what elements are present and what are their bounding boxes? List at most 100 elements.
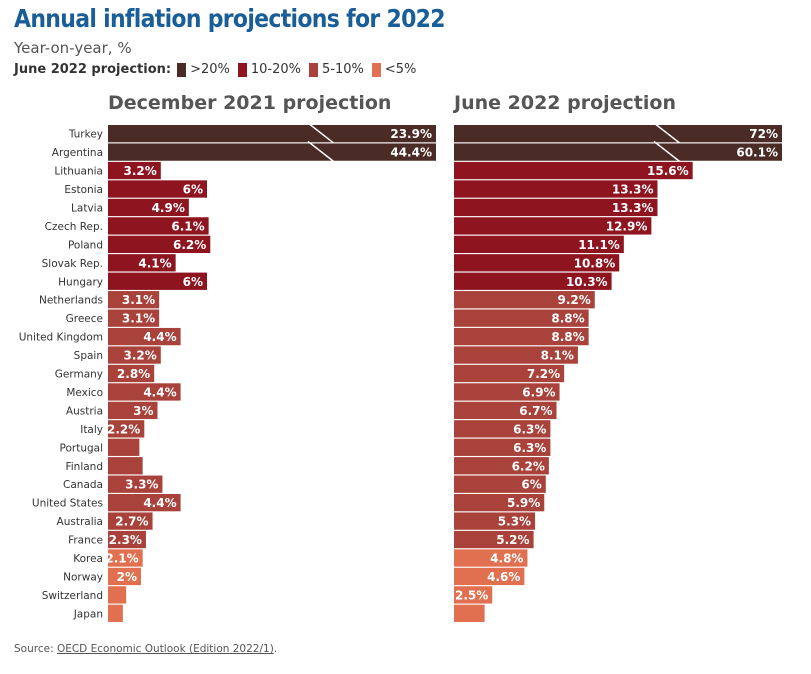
legend-label-lt5: <5% <box>384 62 417 77</box>
data-label-dec-czech-rep: 6.1% <box>171 219 204 233</box>
data-label-jun-france: 5.2% <box>496 533 529 547</box>
bar-jun-norway[interactable] <box>454 567 525 586</box>
legend-swatch-gt20 <box>177 62 187 77</box>
axis-break-dec-turkey <box>307 122 335 144</box>
bar-jun-slovak-rep[interactable] <box>454 254 620 272</box>
category-label-united-kingdom: United Kingdom <box>19 332 103 344</box>
data-label-jun-united-states: 5.9% <box>507 496 540 510</box>
source-prefix: Source: <box>14 643 57 655</box>
bar-jun-austria[interactable] <box>454 401 557 420</box>
category-label-korea: Korea <box>73 553 103 565</box>
bar-jun-poland[interactable] <box>454 235 624 253</box>
bar-jun-united-kingdom[interactable] <box>454 327 589 346</box>
bar-jun-greece[interactable] <box>454 309 589 327</box>
bar-dec-austria[interactable] <box>108 401 158 420</box>
legend: June 2022 projection: >20% 10-20% 5-10% … <box>14 62 424 77</box>
bar-jun-estonia[interactable] <box>454 180 658 198</box>
data-label-dec-italy: 2.2% <box>107 422 140 436</box>
category-label-austria: Austria <box>66 405 103 417</box>
data-label-dec-spain: 3.2% <box>124 349 157 363</box>
bar-dec-canada[interactable] <box>108 475 163 493</box>
bar-jun-canada[interactable] <box>454 475 546 493</box>
bar-jun-japan[interactable] <box>454 604 485 622</box>
bar-jun-united-states[interactable] <box>454 494 545 512</box>
bar-dec-turkey[interactable] <box>108 125 436 143</box>
bar-dec-spain[interactable] <box>108 346 161 364</box>
bar-jun-latvia[interactable] <box>454 198 658 217</box>
bar-jun-italy[interactable] <box>454 420 551 438</box>
bar-dec-finland[interactable] <box>108 457 143 475</box>
data-label-jun-switzerland: 2.5% <box>455 588 488 602</box>
category-label-latvia: Latvia <box>71 202 103 214</box>
bar-dec-latvia[interactable] <box>108 198 189 217</box>
bar-jun-finland[interactable] <box>454 457 549 475</box>
bar-jun-lithuania[interactable] <box>454 161 693 180</box>
bar-dec-japan[interactable] <box>108 604 123 622</box>
bar-dec-netherlands[interactable] <box>108 291 160 309</box>
bar-dec-united-kingdom[interactable] <box>108 327 181 346</box>
bar-jun-netherlands[interactable] <box>454 291 595 309</box>
legend-entry-10-20[interactable]: 10-20% <box>237 62 301 77</box>
data-label-dec-turkey: 23.9% <box>390 127 432 141</box>
data-label-jun-mexico: 6.9% <box>522 385 555 399</box>
data-label-dec-argentina: 44.4% <box>390 146 432 160</box>
data-label-dec-estonia: 6% <box>183 183 203 197</box>
data-label-jun-korea: 4.8% <box>490 552 523 566</box>
data-label-jun-turkey: 72% <box>749 127 778 141</box>
bar-jun-argentina[interactable] <box>454 143 782 161</box>
bar-dec-australia[interactable] <box>108 512 153 530</box>
data-label-dec-lithuania: 3.2% <box>124 164 157 178</box>
series-december-2021: 23.9% 44.4% 3.2% 6% 4.9% 6.1% 6.2%4.1% 6% 3.1% 3.… <box>105 122 436 622</box>
axis-break-dec-argentina <box>307 140 335 163</box>
source-suffix: . <box>273 643 278 655</box>
category-label-australia: Australia <box>57 516 103 528</box>
data-label-jun-canada: 6% <box>521 478 541 492</box>
category-label-netherlands: Netherlands <box>39 295 103 307</box>
bar-dec-france[interactable] <box>108 530 146 549</box>
bar-dec-lithuania[interactable] <box>108 161 161 180</box>
bar-dec-slovak-rep[interactable] <box>108 254 176 272</box>
bar-jun-portugal[interactable] <box>454 438 551 456</box>
category-label-united-states: United States <box>32 498 103 510</box>
bar-jun-korea[interactable] <box>454 549 528 567</box>
bar-dec-argentina[interactable] <box>108 143 436 161</box>
bar-dec-poland[interactable] <box>108 235 211 253</box>
bar-dec-italy[interactable] <box>108 420 145 438</box>
legend-title: June 2022 projection: <box>14 62 172 77</box>
bar-jun-spain[interactable] <box>454 346 578 364</box>
bar-dec-norway[interactable] <box>108 567 141 586</box>
bar-dec-united-states[interactable] <box>108 494 181 512</box>
bar-jun-germany[interactable] <box>454 364 565 383</box>
bar-dec-korea[interactable] <box>108 549 143 567</box>
legend-entry-gt20[interactable]: >20% <box>177 62 230 77</box>
legend-label-5-10: 5-10% <box>322 62 364 77</box>
bar-jun-czech-rep[interactable] <box>454 217 652 235</box>
category-label-france: France <box>68 535 103 547</box>
bar-jun-turkey[interactable] <box>454 125 782 143</box>
data-label-dec-canada: 3.3% <box>125 478 158 492</box>
data-label-jun-austria: 6.7% <box>519 404 552 418</box>
data-label-jun-united-kingdom: 8.8% <box>551 330 584 344</box>
bar-dec-estonia[interactable] <box>108 180 207 198</box>
bar-dec-mexico[interactable] <box>108 383 181 401</box>
category-label-poland: Poland <box>68 239 103 251</box>
bar-dec-portugal[interactable] <box>108 438 140 456</box>
bar-dec-greece[interactable] <box>108 309 160 327</box>
data-label-jun-greece: 8.8% <box>551 312 584 326</box>
data-label-dec-poland: 6.2% <box>173 238 206 252</box>
source-link[interactable]: OECD Economic Outlook (Edition 2022/1) <box>56 643 274 655</box>
bar-dec-switzerland[interactable] <box>108 586 127 604</box>
bar-dec-germany[interactable] <box>108 364 155 383</box>
bar-dec-czech-rep[interactable] <box>108 217 209 235</box>
bar-jun-australia[interactable] <box>454 512 536 530</box>
data-label-jun-australia: 5.3% <box>498 515 531 529</box>
bar-jun-france[interactable] <box>454 530 534 549</box>
bar-dec-hungary[interactable] <box>108 272 207 290</box>
data-label-dec-slovak-rep: 4.1% <box>138 256 171 270</box>
bar-jun-switzerland[interactable] <box>454 586 493 604</box>
bar-jun-mexico[interactable] <box>454 383 560 401</box>
legend-entry-5-10[interactable]: 5-10% <box>309 62 364 77</box>
legend-entry-lt5[interactable]: <5% <box>371 62 417 77</box>
bar-jun-hungary[interactable] <box>454 272 612 290</box>
data-label-dec-netherlands: 3.1% <box>122 293 155 307</box>
